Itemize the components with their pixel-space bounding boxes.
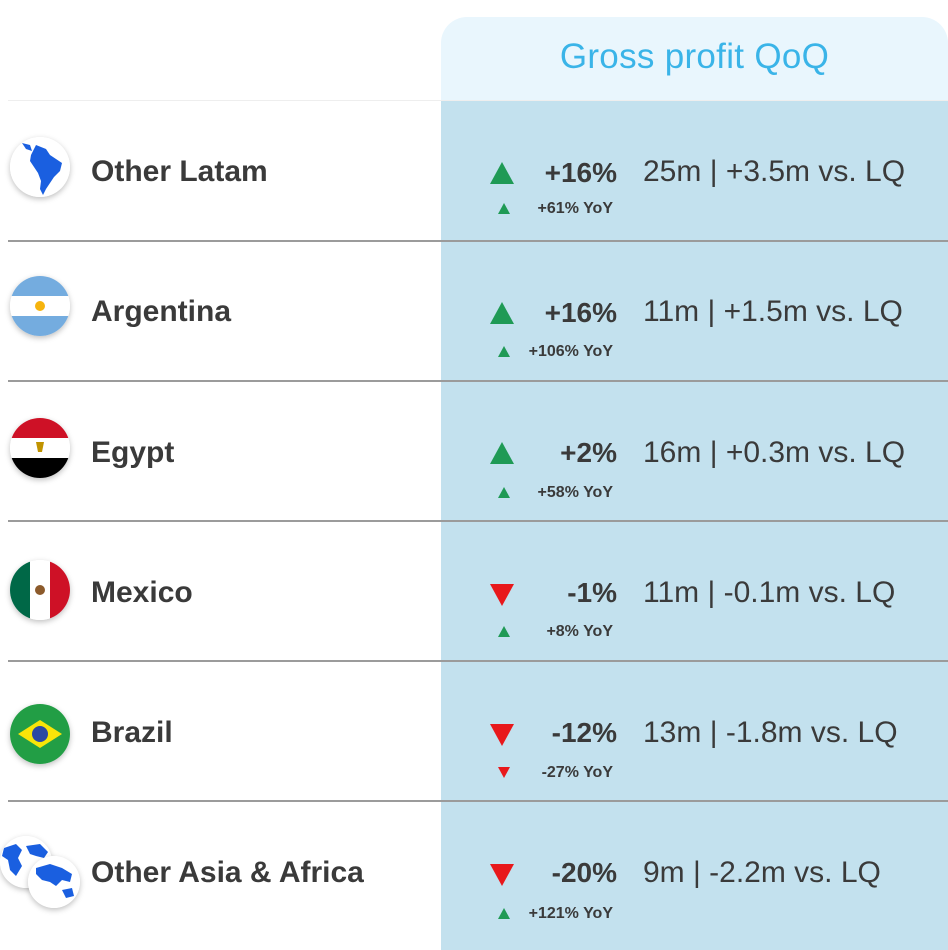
table-row: Brazil -12% 13m | -1.8m vs. LQ -27% YoY [0, 662, 948, 802]
profit-detail: 16m | +0.3m vs. LQ [643, 436, 906, 469]
yoy-percent: +121% YoY [528, 905, 613, 922]
trend-up-icon [490, 442, 514, 464]
yoy-percent: +58% YoY [537, 484, 613, 501]
qoq-percent: -1% [567, 577, 617, 608]
trend-up-icon [490, 162, 514, 184]
country-name: Egypt [91, 436, 175, 469]
country-name: Argentina [91, 295, 232, 328]
header-divider [8, 100, 948, 101]
profit-detail: 11m | -0.1m vs. LQ [643, 576, 896, 609]
qoq-percent: +16% [544, 157, 617, 188]
country-name: Brazil [91, 716, 173, 749]
profit-detail: 11m | +1.5m vs. LQ [643, 295, 903, 328]
qoq-percent: -20% [551, 857, 617, 888]
yoy-down-icon [498, 767, 510, 778]
profit-detail: 9m | -2.2m vs. LQ [643, 856, 881, 889]
metric-column-background [441, 101, 948, 950]
row-divider [8, 240, 948, 242]
country-name: Mexico [91, 576, 193, 609]
trend-down-icon [490, 724, 514, 746]
egypt-flag-icon [10, 418, 70, 478]
profit-detail: 13m | -1.8m vs. LQ [643, 716, 898, 749]
asia-globe-icon [28, 856, 80, 908]
profit-detail: 25m | +3.5m vs. LQ [643, 155, 906, 188]
table-row: Other Asia & Africa -20% 9m | -2.2m vs. … [0, 802, 948, 942]
mexico-flag-icon [10, 560, 70, 620]
table-row: Other Latam +16% 25m | +3.5m vs. LQ +61%… [0, 101, 948, 241]
table-row: Argentina +16% 11m | +1.5m vs. LQ +106% … [0, 242, 948, 382]
brazil-flag-icon [10, 704, 70, 764]
row-divider [8, 660, 948, 662]
yoy-up-icon [498, 487, 510, 498]
qoq-percent: -12% [551, 717, 617, 748]
country-name: Other Asia & Africa [91, 856, 364, 889]
table-row: Egypt +2% 16m | +0.3m vs. LQ +58% YoY [0, 382, 948, 522]
qoq-percent: +16% [544, 297, 617, 328]
column-title: Gross profit QoQ [559, 37, 830, 76]
yoy-up-icon [498, 908, 510, 919]
yoy-up-icon [498, 203, 510, 214]
argentina-flag-icon [10, 276, 70, 336]
row-divider [8, 380, 948, 382]
yoy-up-icon [498, 346, 510, 357]
qoq-percent: +2% [560, 437, 617, 468]
table-row: Mexico -1% 11m | -0.1m vs. LQ +8% YoY [0, 522, 948, 662]
country-name: Other Latam [91, 155, 268, 188]
gross-profit-qoq-header: Gross profit QoQ [441, 17, 948, 101]
yoy-percent: +61% YoY [537, 200, 613, 217]
row-divider [8, 800, 948, 802]
latam-globe-icon [10, 137, 70, 197]
yoy-percent: -27% YoY [541, 764, 613, 781]
trend-down-icon [490, 584, 514, 606]
trend-up-icon [490, 302, 514, 324]
row-divider [8, 520, 948, 522]
yoy-up-icon [498, 626, 510, 637]
yoy-percent: +106% YoY [528, 343, 613, 360]
yoy-percent: +8% YoY [546, 623, 613, 640]
trend-down-icon [490, 864, 514, 886]
